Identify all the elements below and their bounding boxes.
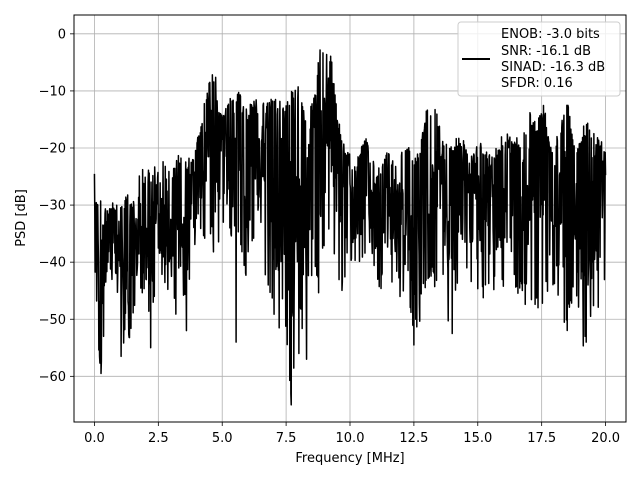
x-tick-label: 20.0 — [591, 431, 620, 446]
y-tick-label: −50 — [39, 313, 66, 328]
y-axis-ticks: 0 −10 −20 −30 −40 −50 −60 — [39, 27, 74, 385]
x-axis-label: Frequency [MHz] — [295, 451, 404, 466]
legend-sfdr: SFDR: 0.16 — [501, 76, 573, 91]
x-tick-label: 2.5 — [148, 431, 169, 446]
x-tick-label: 0.0 — [84, 431, 105, 446]
y-tick-label: −20 — [39, 142, 66, 157]
x-tick-label: 15.0 — [463, 431, 492, 446]
legend-enob: ENOB: -3.0 bits — [501, 27, 600, 42]
y-tick-label: −60 — [39, 370, 66, 385]
legend-snr: SNR: -16.1 dB — [501, 44, 591, 59]
series-psd — [93, 49, 607, 406]
legend-box — [457, 21, 621, 97]
psd-trace — [93, 49, 607, 406]
y-tick-label: −10 — [39, 84, 66, 99]
y-tick-label: 0 — [58, 27, 66, 42]
legend: ENOB: -3.0 bits SNR: -16.1 dB SINAD: -16… — [457, 21, 621, 97]
x-tick-label: 7.5 — [276, 431, 297, 446]
x-tick-label: 17.5 — [527, 431, 556, 446]
x-tick-label: 12.5 — [399, 431, 428, 446]
y-axis-label: PSD [dB] — [14, 189, 29, 247]
y-tick-label: −40 — [39, 256, 66, 271]
x-tick-label: 10.0 — [336, 431, 365, 446]
x-axis-ticks: 0.0 2.5 5.0 7.5 10.0 12.5 15.0 17.5 20.0 — [84, 422, 620, 446]
legend-sinad: SINAD: -16.3 dB — [501, 60, 605, 75]
y-tick-label: −30 — [39, 199, 66, 214]
x-tick-label: 5.0 — [212, 431, 233, 446]
